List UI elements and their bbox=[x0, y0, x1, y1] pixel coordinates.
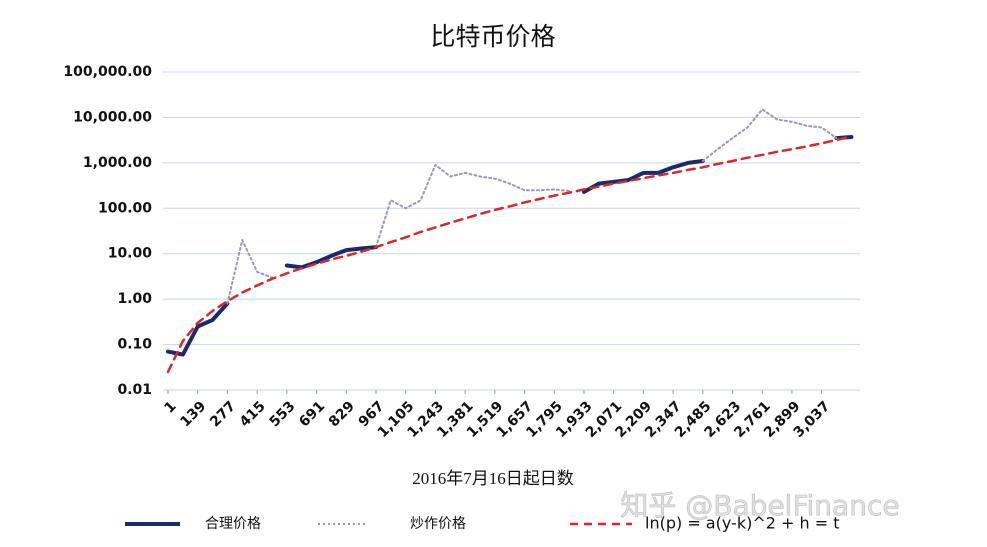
watermark: 知乎 @BabelFinance bbox=[620, 489, 899, 522]
x-axis-label: 2016年7月16日起日数 bbox=[412, 469, 574, 488]
series-line bbox=[166, 135, 853, 374]
x-tick-label: 691 bbox=[296, 398, 328, 430]
series-line bbox=[166, 135, 854, 357]
x-tick-label: 139 bbox=[177, 398, 209, 430]
x-tick-label: 829 bbox=[326, 398, 358, 430]
legend-label: ln(p) = a(y-k)^2 + h = t bbox=[645, 514, 839, 533]
y-tick-label: 0.10 bbox=[117, 337, 152, 353]
x-tick-label: 553 bbox=[267, 398, 299, 430]
y-tick-label: 1.00 bbox=[117, 291, 152, 307]
x-tick-label: 415 bbox=[237, 398, 269, 430]
y-tick-label: 100.00 bbox=[98, 200, 152, 216]
y-tick-label: 1,000.00 bbox=[83, 155, 152, 171]
x-tick-label: 277 bbox=[207, 398, 239, 430]
x-tick-label: 1 bbox=[161, 398, 179, 416]
y-tick-label: 10,000.00 bbox=[73, 109, 152, 125]
series-line bbox=[226, 108, 838, 305]
legend-label: 合理价格 bbox=[205, 516, 261, 532]
legend-label: 炒作价格 bbox=[410, 516, 466, 532]
y-tick-label: 0.01 bbox=[117, 382, 152, 398]
y-tick-label: 100,000.00 bbox=[63, 64, 152, 80]
y-tick-label: 10.00 bbox=[108, 246, 153, 262]
chart-title: 比特币价格 bbox=[430, 22, 555, 51]
